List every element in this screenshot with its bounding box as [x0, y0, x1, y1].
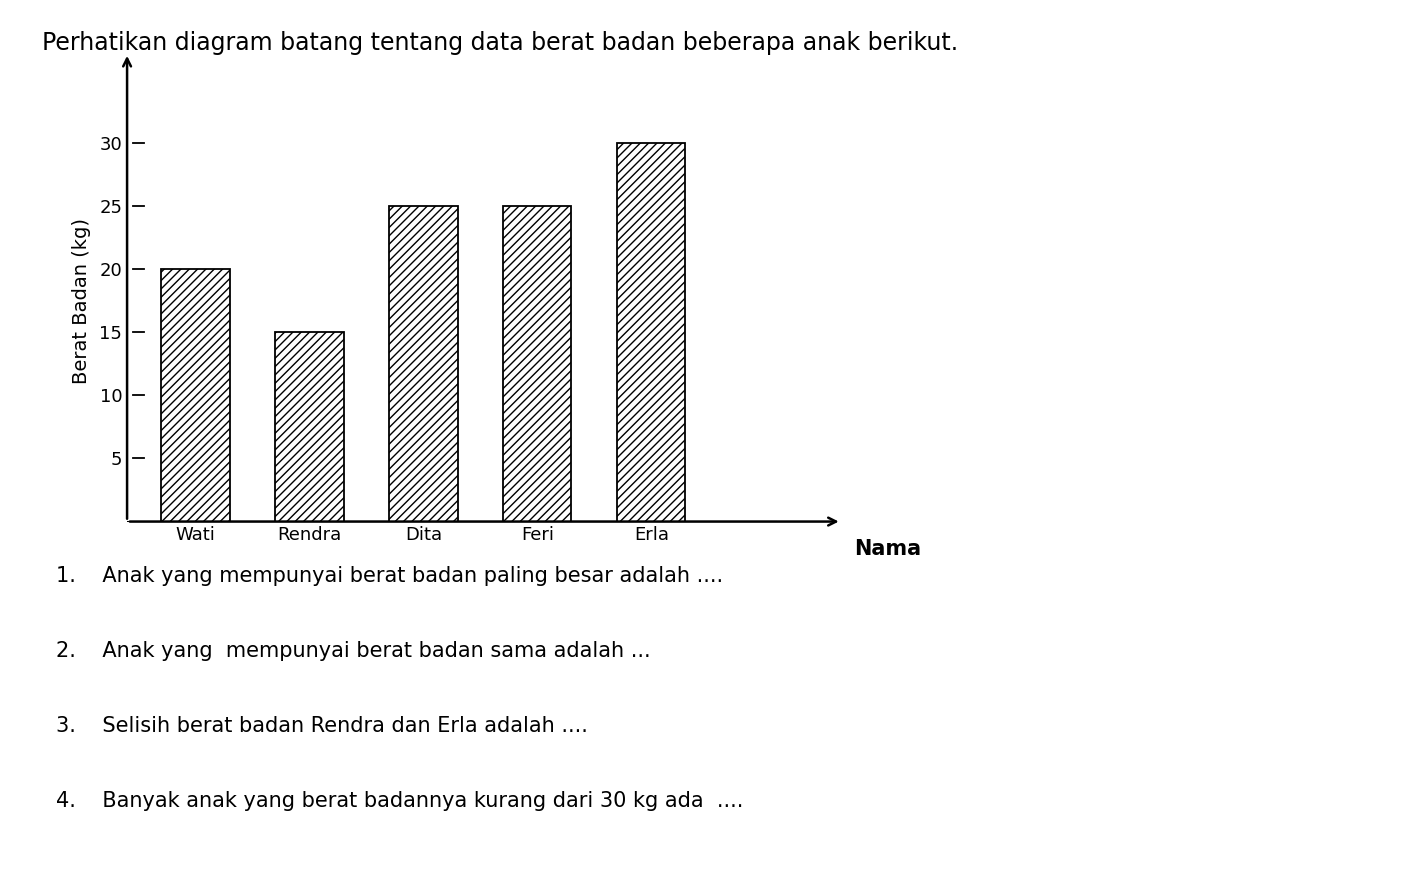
- Text: 4.    Banyak anak yang berat badannya kurang dari 30 kg ada  ....: 4. Banyak anak yang berat badannya kuran…: [56, 791, 744, 812]
- Bar: [503, 206, 572, 522]
- Bar: [390, 206, 457, 522]
- Text: Nama: Nama: [854, 539, 922, 560]
- Bar: [275, 332, 343, 522]
- Bar: [617, 142, 685, 522]
- Text: 2.    Anak yang  mempunyai berat badan sama adalah ...: 2. Anak yang mempunyai berat badan sama …: [56, 641, 651, 661]
- Text: 1.    Anak yang mempunyai berat badan paling besar adalah ....: 1. Anak yang mempunyai berat badan palin…: [56, 566, 723, 586]
- Bar: [161, 269, 230, 522]
- Text: Perhatikan diagram batang tentang data berat badan beberapa anak berikut.: Perhatikan diagram batang tentang data b…: [42, 31, 959, 55]
- Y-axis label: Berat Badan (kg): Berat Badan (kg): [72, 217, 90, 384]
- Text: 3.    Selisih berat badan Rendra dan Erla adalah ....: 3. Selisih berat badan Rendra dan Erla a…: [56, 716, 589, 736]
